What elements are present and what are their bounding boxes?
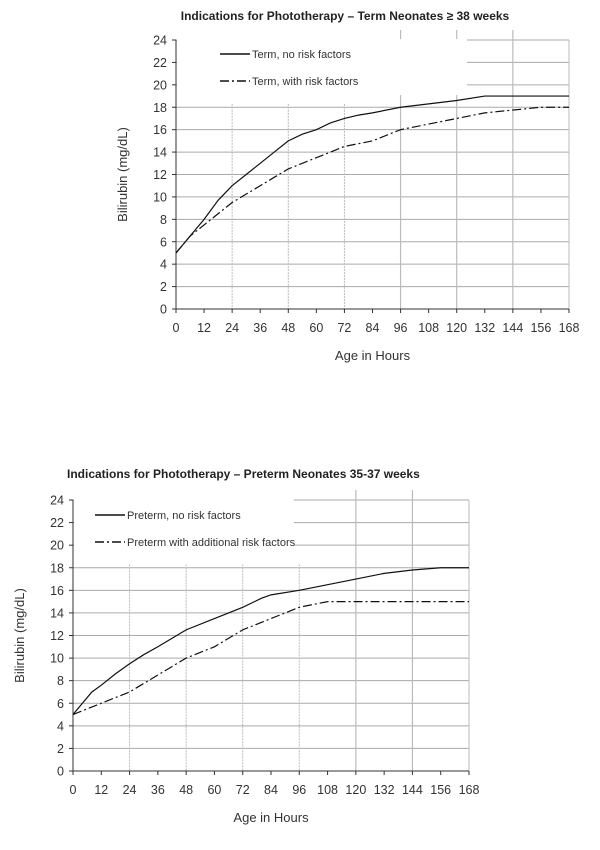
x-tick-label: 168	[559, 321, 580, 335]
x-axis-label: Age in Hours	[233, 810, 309, 825]
y-tick-label: 2	[160, 280, 167, 294]
y-tick-label: 2	[57, 742, 64, 756]
x-tick-label: 36	[151, 783, 165, 797]
x-tick-label: 60	[309, 321, 323, 335]
y-tick-label: 12	[50, 629, 64, 643]
x-tick-label: 156	[430, 783, 451, 797]
x-tick-label: 108	[418, 321, 439, 335]
y-tick-label: 4	[160, 258, 167, 272]
y-tick-label: 8	[57, 674, 64, 688]
series-line-2	[72, 601, 469, 716]
x-tick-label: 144	[502, 321, 523, 335]
y-tick-label: 10	[153, 190, 167, 204]
legend-label: Term, with risk factors	[252, 76, 359, 88]
chart-title: Indications for Phototherapy – Preterm N…	[67, 467, 420, 481]
x-tick-label: 96	[292, 783, 306, 797]
x-tick-label: 72	[236, 783, 250, 797]
series-line-2	[175, 106, 569, 254]
series-line-1	[72, 567, 469, 715]
x-tick-label: 24	[123, 783, 137, 797]
y-tick-label: 20	[50, 539, 64, 553]
legend-background	[177, 39, 467, 96]
y-tick-label: 18	[50, 561, 64, 575]
x-tick-label: 156	[530, 321, 551, 335]
x-tick-label: 120	[446, 321, 467, 335]
series-line-1	[175, 95, 569, 254]
y-tick-label: 16	[153, 123, 167, 137]
y-tick-label: 0	[57, 765, 64, 779]
x-tick-label: 168	[459, 783, 480, 797]
legend-label: Preterm with additional risk factors	[127, 537, 296, 549]
y-tick-label: 14	[153, 146, 167, 160]
y-tick-label: 10	[50, 652, 64, 666]
y-tick-label: 6	[160, 235, 167, 249]
y-tick-label: 22	[50, 516, 64, 530]
y-tick-label: 16	[50, 584, 64, 598]
y-tick-label: 4	[57, 719, 64, 733]
x-tick-label: 0	[173, 321, 180, 335]
y-tick-label: 22	[153, 56, 167, 70]
y-axis-label: Bilirubin (mg/dL)	[12, 588, 27, 683]
y-tick-label: 0	[160, 303, 167, 317]
chart-1: Indications for Phototherapy – Term Neon…	[115, 9, 579, 363]
x-tick-label: 72	[337, 321, 351, 335]
y-tick-label: 8	[160, 213, 167, 227]
y-tick-label: 6	[57, 697, 64, 711]
legend-label: Term, no risk factors	[252, 49, 352, 61]
x-tick-label: 84	[366, 321, 380, 335]
legend-background	[74, 499, 294, 556]
x-tick-label: 36	[253, 321, 267, 335]
x-tick-label: 96	[394, 321, 408, 335]
x-tick-label: 0	[70, 783, 77, 797]
x-tick-label: 84	[264, 783, 278, 797]
legend-label: Preterm, no risk factors	[127, 510, 241, 522]
x-tick-label: 132	[374, 783, 395, 797]
y-tick-label: 24	[50, 494, 64, 508]
y-tick-label: 18	[153, 101, 167, 115]
chart-2: Indications for Phototherapy – Preterm N…	[12, 467, 479, 825]
y-tick-label: 14	[50, 606, 64, 620]
x-tick-label: 120	[345, 783, 366, 797]
x-tick-label: 12	[94, 783, 108, 797]
x-tick-label: 48	[281, 321, 295, 335]
x-axis-label: Age in Hours	[335, 348, 411, 363]
x-tick-label: 24	[225, 321, 239, 335]
x-tick-label: 108	[317, 783, 338, 797]
y-axis-label: Bilirubin (mg/dL)	[115, 127, 130, 222]
x-tick-label: 60	[207, 783, 221, 797]
x-tick-label: 48	[179, 783, 193, 797]
chart-title: Indications for Phototherapy – Term Neon…	[181, 9, 510, 23]
y-tick-label: 12	[153, 168, 167, 182]
y-tick-label: 20	[153, 78, 167, 92]
x-tick-label: 12	[197, 321, 211, 335]
y-tick-label: 24	[153, 34, 167, 48]
x-tick-label: 132	[474, 321, 495, 335]
x-tick-label: 144	[402, 783, 423, 797]
